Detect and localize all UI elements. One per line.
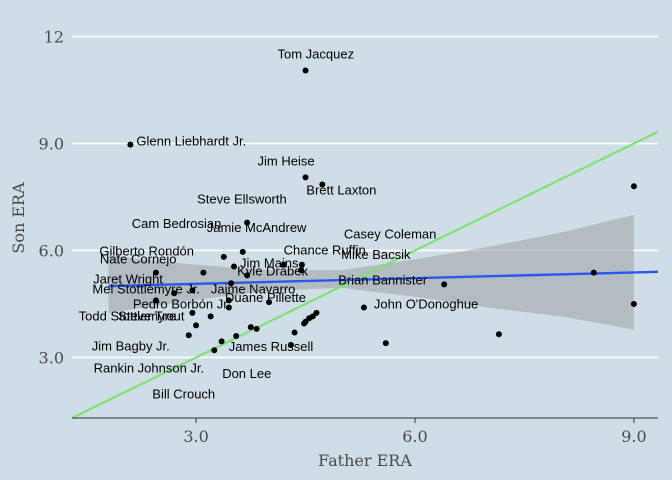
- fit-lines-layer: [72, 130, 658, 418]
- point-label: Don Lee: [222, 366, 271, 381]
- x-tick-label: 3.0: [183, 427, 208, 446]
- data-point: [200, 269, 207, 276]
- point-label: Brian Bannister: [338, 272, 428, 287]
- point-label: Pedro Borbón Jr.: [133, 297, 231, 312]
- point-label: Casey Coleman: [344, 227, 437, 242]
- y-axis-title: Son ERA: [9, 182, 28, 254]
- data-point: [280, 261, 287, 268]
- data-point: [630, 183, 637, 190]
- point-label: James Russell: [229, 339, 314, 354]
- point-label: Rankin Johnson Jr.: [94, 360, 205, 375]
- data-point: [244, 219, 251, 226]
- data-point: [127, 141, 134, 148]
- x-tick-label: 6.0: [402, 427, 427, 446]
- data-point: [630, 300, 637, 307]
- point-label: Cam Bedrosian: [132, 216, 222, 231]
- point-label: Chance Ruffin: [284, 243, 366, 258]
- point-label: Glenn Liebhardt Jr.: [136, 134, 246, 149]
- data-point: [319, 181, 326, 188]
- data-point: [233, 333, 240, 340]
- data-point: [211, 347, 218, 354]
- data-point: [225, 304, 232, 311]
- x-axis-title: Father ERA: [318, 451, 412, 470]
- point-label: Jaret Wright: [93, 271, 163, 286]
- data-point: [220, 253, 227, 260]
- point-label: Brett Laxton: [306, 183, 376, 198]
- data-point: [301, 320, 308, 327]
- data-point: [253, 325, 260, 332]
- data-point: [152, 297, 159, 304]
- data-point: [287, 341, 294, 348]
- data-point: [495, 331, 502, 338]
- point-label: Steve Trout: [118, 308, 185, 323]
- point-label: Tom Jacquez: [278, 46, 355, 61]
- point-label: Gilberto Rondón: [99, 244, 194, 259]
- data-point: [189, 309, 196, 316]
- data-point: [247, 324, 254, 331]
- regression-line: [108, 270, 658, 288]
- point-label: Bill Crouch: [152, 386, 215, 401]
- point-label: Jamie McAndrew: [207, 220, 307, 235]
- data-point: [441, 281, 448, 288]
- data-point: [382, 340, 389, 347]
- point-label: Duane Pillette: [225, 290, 306, 305]
- gridlines: 3.0 6.0 9.0 12: [39, 28, 658, 367]
- point-label: Mike Bacsik: [341, 247, 411, 262]
- point-label: Mel Stottlemyre Jr.: [92, 281, 200, 296]
- x-tick-label: 9.0: [621, 427, 646, 446]
- data-point: [207, 313, 214, 320]
- data-point: [171, 290, 178, 297]
- data-point: [228, 280, 235, 287]
- point-label: Jim Mains: [240, 256, 299, 271]
- point-label: Steve Ellsworth: [197, 192, 287, 207]
- data-point: [185, 332, 192, 339]
- y-tick-label: 6.0: [39, 241, 64, 260]
- point-labels-layer: Tom Jacquez Glenn Liebhardt Jr. Jim Heise B…: [79, 46, 479, 401]
- point-label: Jim Bagby Jr.: [92, 338, 170, 353]
- point-label: Jaime Navarro: [211, 281, 296, 296]
- point-label: Jim Heise: [258, 153, 315, 168]
- data-point: [239, 248, 246, 255]
- data-point: [218, 338, 225, 345]
- data-point: [298, 261, 305, 268]
- data-point: [298, 267, 305, 274]
- data-point: [266, 299, 273, 306]
- data-point: [189, 287, 196, 294]
- data-point: [244, 272, 251, 279]
- data-point: [193, 322, 200, 329]
- data-point: [360, 304, 367, 311]
- data-point: [590, 269, 597, 276]
- point-label: Kyle Drabek: [237, 263, 308, 278]
- data-points-layer: [127, 67, 637, 354]
- point-label: Nate Cornejo: [100, 252, 177, 267]
- data-point: [313, 309, 320, 316]
- data-point: [225, 297, 232, 304]
- data-point: [302, 67, 309, 74]
- y-tick-label: 9.0: [39, 135, 64, 154]
- point-label: Todd Stottlemyre: [79, 308, 177, 323]
- identity-line: [72, 130, 658, 418]
- data-point: [291, 329, 298, 336]
- y-tick-label: 3.0: [39, 348, 64, 367]
- data-point: [231, 263, 238, 270]
- data-point: [152, 269, 159, 276]
- data-point: [302, 174, 309, 181]
- axes-layer: 3.0 6.0 9.0: [72, 417, 658, 446]
- y-tick-label: 12: [44, 28, 64, 47]
- point-label: John O'Donoghue: [374, 297, 478, 312]
